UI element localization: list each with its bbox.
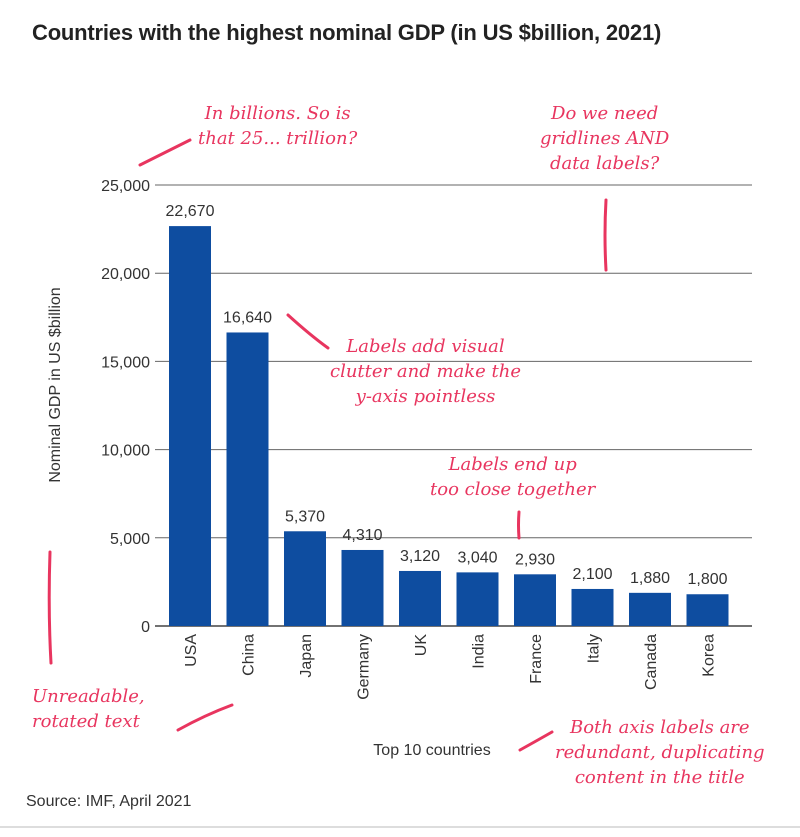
category-label: Korea [701,634,718,677]
redundant-pointer [518,730,554,752]
bar-uk [399,570,441,626]
data-label: 22,670 [166,203,215,220]
gridlines-note: Do we need gridlines AND data labels? [540,103,670,174]
y-tick-label: 20,000 [101,266,150,283]
y-tick-label: 25,000 [101,178,150,195]
bar-italy [571,588,614,626]
y-tick-label: 10,000 [101,443,150,460]
rotated-pointer-left [47,550,53,665]
bar-korea [686,594,729,626]
rotated-note: Unreadable, rotated text [32,686,145,732]
data-label: 1,880 [630,570,670,587]
bar-japan [284,531,326,626]
y-axis-ticks: 0 5,000 10,000 15,000 20,000 25,000 [101,178,150,636]
bar-china [226,332,269,626]
category-label: France [528,634,545,684]
category-label: Canada [643,634,660,690]
category-label: India [471,634,488,669]
category-label: Japan [298,634,315,678]
bar-france [514,574,556,626]
bar-india [456,572,499,626]
y-tick-label: 15,000 [101,354,150,371]
category-label: UK [413,634,430,657]
rotated-pointer-right [176,703,234,732]
bottom-divider [0,826,800,828]
gridlines-pointer [603,198,608,272]
close-pointer [517,510,521,540]
x-axis-label: Top 10 countries [373,742,490,759]
clutter-pointer [286,313,330,350]
data-label: 16,640 [223,309,272,326]
annotation-strokes [47,138,608,752]
chart-title: Countries with the highest nominal GDP (… [32,20,662,45]
data-labels: 22,670 16,640 5,370 4,310 3,120 3,040 2,930 2,1… [166,203,728,588]
y-axis-label: Nominal GDP in US $billion [47,287,64,482]
category-label: Italy [586,634,603,663]
data-label: 2,100 [572,566,612,583]
billions-note: In billions. So is that 25... trillion? [198,103,358,149]
bar-usa [169,226,211,626]
source-note: Source: IMF, April 2021 [26,793,192,810]
category-label: USA [183,634,200,667]
bar-germany [341,549,384,626]
billions-pointer [138,138,192,167]
y-tick-label: 5,000 [110,531,150,548]
data-label: 1,800 [687,571,727,588]
category-label: China [241,634,258,676]
data-label: 5,370 [285,508,325,525]
bar-canada [629,592,671,626]
category-label: Germany [356,634,373,700]
close-note: Labels end up too close together [430,454,596,500]
clutter-note: Labels add visual clutter and make the y… [330,336,522,407]
data-label: 4,310 [342,527,382,544]
category-labels: USA China Japan Germany UK India France Italy Ca… [183,634,718,700]
data-label: 2,930 [515,551,555,568]
bars [169,226,729,626]
data-label: 3,120 [400,548,440,565]
redundant-note: Both axis labels are redundant, duplicat… [555,717,765,788]
data-label: 3,040 [457,549,497,566]
y-tick-label: 0 [141,619,150,636]
